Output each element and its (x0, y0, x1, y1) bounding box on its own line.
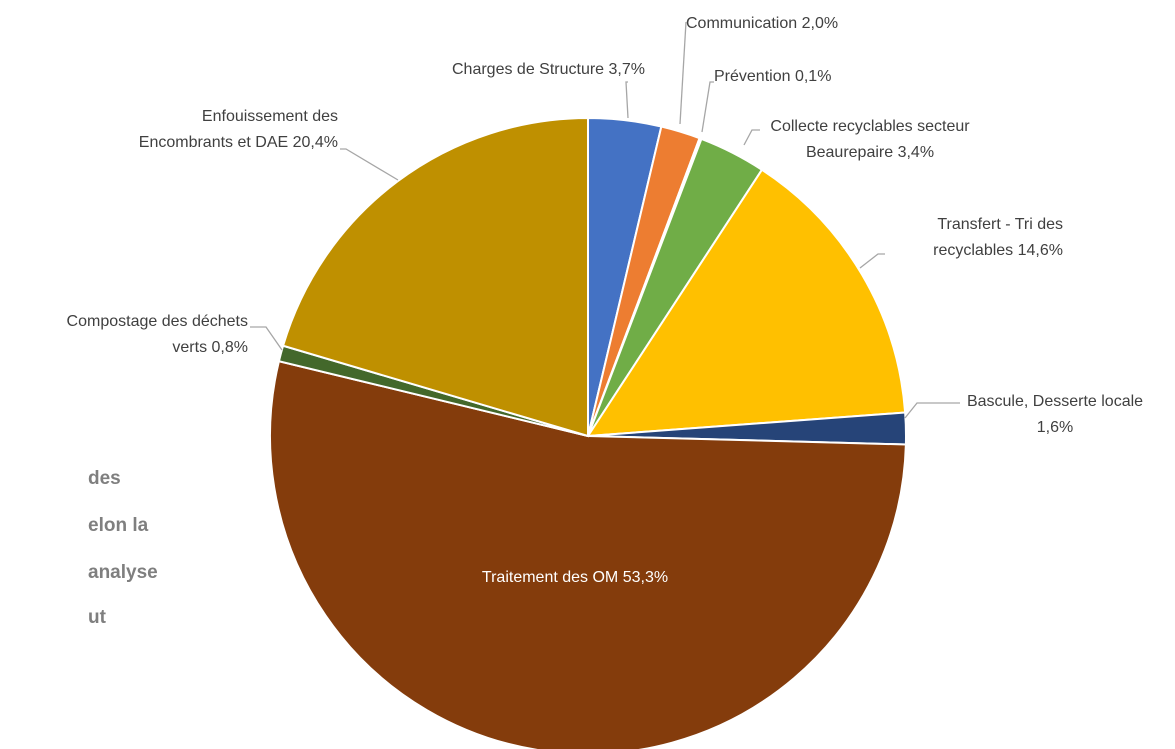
slice-label: Traitement des OM 53,3% (425, 565, 725, 591)
slice-label: Compostage des déchets verts 0,8% (58, 309, 248, 361)
category-name: Communication (686, 15, 798, 32)
leader-line (340, 148, 399, 181)
percent-label: 14,6% (1017, 242, 1063, 259)
slice-label: Communication 2,0% (686, 11, 906, 37)
side-text: analyse (88, 562, 158, 583)
category-name: Transfert - Tri des recyclables (933, 216, 1063, 259)
leader-line (701, 81, 714, 133)
leader-line (625, 81, 629, 119)
side-text: des (88, 468, 121, 489)
percent-label: 3,7% (608, 61, 645, 78)
slice-label: Collecte recyclables secteur Beaurepaire… (763, 114, 978, 166)
leader-line (743, 129, 760, 146)
category-name: Prévention (714, 68, 791, 85)
category-name: Compostage des déchets verts (66, 313, 248, 356)
percent-label: 1,6% (1036, 419, 1074, 436)
slice-label: Transfert - Tri des recyclables 14,6% (888, 212, 1063, 264)
slice-label: Charges de Structure 3,7% (345, 57, 645, 83)
slice-label: Bascule, Desserte locale 1,6% (963, 389, 1148, 441)
side-text: ut (88, 607, 106, 628)
percent-label: 2,0% (801, 15, 839, 32)
category-name: Enfouissement des Encombrants et DAE (138, 108, 338, 151)
category-name: Traitement des OM (481, 569, 619, 586)
leader-line (250, 326, 283, 351)
pie-slice (281, 116, 589, 438)
pie-slice (586, 168, 907, 438)
leader-line (904, 402, 960, 419)
percent-label: 20,4% (292, 134, 338, 151)
slice-label: Enfouissement des Encombrants et DAE 20,… (133, 104, 338, 156)
percent-label: 0,1% (794, 68, 832, 85)
category-name: Collecte recyclables secteur Beaurepaire (770, 118, 970, 161)
category-name: Charges de Structure (452, 61, 605, 78)
slice-label: Prévention 0,1% (714, 64, 914, 90)
pie-slice (269, 359, 907, 749)
leader-line (859, 253, 885, 269)
percent-label: 3,4% (897, 144, 935, 161)
leader-line (679, 21, 687, 125)
percent-label: 0,8% (211, 339, 248, 356)
side-text: elon la (88, 515, 149, 536)
percent-label: 53,3% (622, 569, 669, 586)
category-name: Bascule, Desserte locale (966, 393, 1144, 410)
